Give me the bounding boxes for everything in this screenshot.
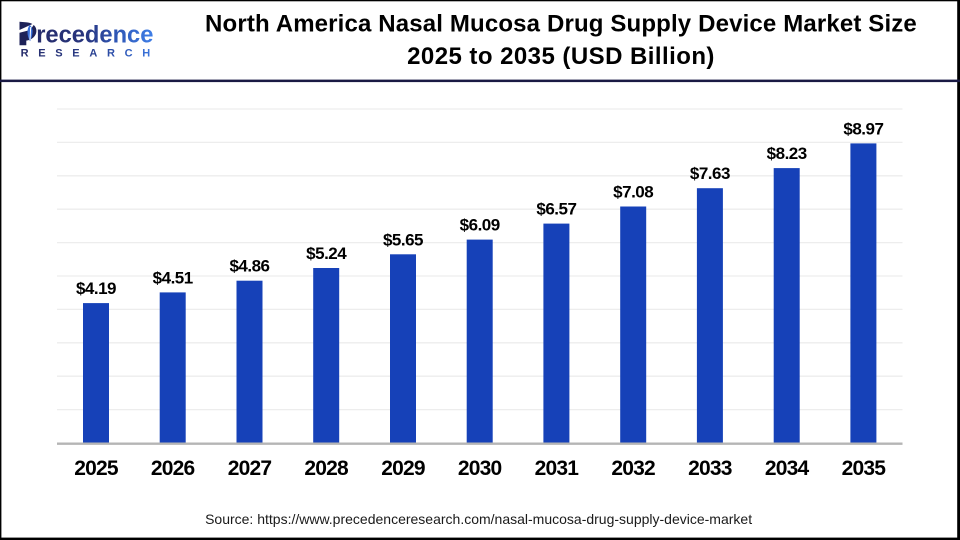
svg-text:$8.23: $8.23 [767, 144, 807, 163]
svg-text:2033: 2033 [688, 457, 732, 480]
svg-text:$4.51: $4.51 [153, 268, 193, 287]
svg-text:RESEARCH: RESEARCH [21, 47, 160, 59]
svg-text:2030: 2030 [458, 457, 502, 480]
svg-text:$8.97: $8.97 [843, 119, 883, 138]
svg-text:recedence: recedence [36, 23, 153, 49]
svg-text:Source: https://www.precedence: Source: https://www.precedenceresearch.c… [205, 511, 752, 527]
svg-text:$5.24: $5.24 [306, 244, 347, 263]
svg-text:2031: 2031 [535, 457, 580, 480]
svg-text:North America Nasal Mucosa Dru: North America Nasal Mucosa Drug Supply D… [205, 10, 917, 37]
svg-text:2028: 2028 [304, 457, 349, 480]
svg-text:2025: 2025 [74, 457, 119, 480]
svg-text:$6.57: $6.57 [536, 200, 576, 219]
svg-text:$5.65: $5.65 [383, 230, 423, 249]
svg-text:2025 to 2035 (USD Billion): 2025 to 2035 (USD Billion) [407, 43, 715, 70]
svg-text:2029: 2029 [381, 457, 425, 480]
svg-text:2035: 2035 [842, 457, 887, 480]
svg-text:$7.08: $7.08 [613, 183, 653, 202]
svg-text:$7.63: $7.63 [690, 164, 730, 183]
svg-text:$4.19: $4.19 [76, 279, 116, 298]
svg-text:$4.86: $4.86 [229, 257, 269, 276]
svg-text:2026: 2026 [151, 457, 195, 480]
svg-text:$6.09: $6.09 [460, 216, 500, 235]
svg-text:2032: 2032 [611, 457, 655, 480]
svg-text:2034: 2034 [765, 457, 810, 480]
svg-text:2027: 2027 [228, 457, 272, 480]
